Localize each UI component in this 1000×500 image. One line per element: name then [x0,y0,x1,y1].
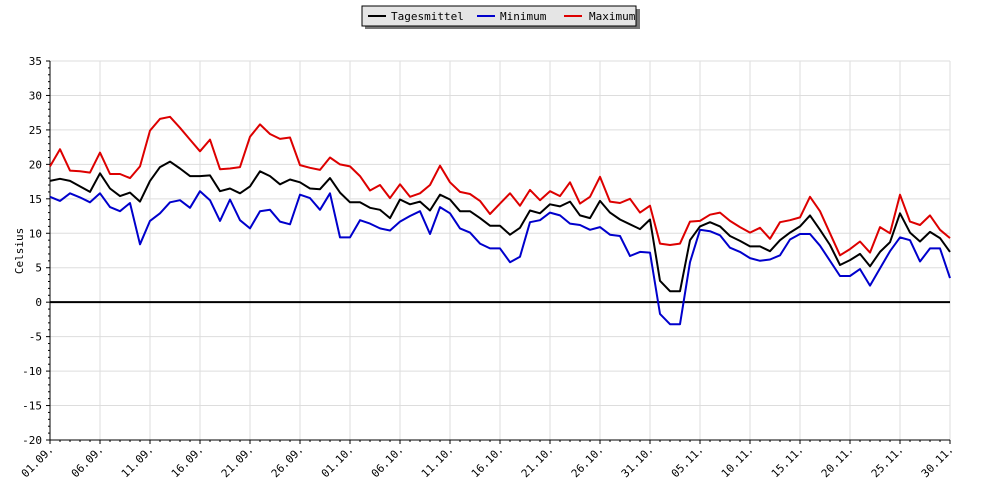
legend-label-maximum: Maximum [589,10,636,23]
x-tick-label: 21.09. [219,443,256,480]
y-axis-label: Celsius [13,228,26,274]
x-tick-label: 11.10. [419,443,456,480]
x-tick-label: 05.11. [669,443,706,480]
x-tick-label: 01.09. [19,443,56,480]
y-tick-label: 15 [29,193,42,206]
legend-label-minimum: Minimum [500,10,547,23]
y-tick-label: -20 [22,434,42,447]
series-line-minimum [49,190,951,326]
x-tick-label: 30.11. [919,443,956,480]
x-tick-label: 20.11. [819,443,856,480]
y-tick-label: 35 [29,55,42,68]
series-line-tagesmittel [49,160,951,293]
gridlines [49,60,951,441]
y-tick-label: 10 [29,227,42,240]
x-tick-label: 25.11. [869,443,906,480]
y-tick-label: 30 [29,89,42,102]
x-tick-label: 06.10. [369,443,406,480]
legend-label-tagesmittel: Tagesmittel [391,10,464,23]
x-axis-ticks: 01.09. 06.09. 11.09. 16.09. 21.09. 26.09. 01.1… [19,440,956,480]
x-tick-label: 26.10. [569,443,606,480]
x-tick-label: 06.09. [69,443,106,480]
x-tick-label: 15.11. [769,443,806,480]
x-tick-label: 16.10. [469,443,506,480]
x-tick-label: 16.09. [169,443,206,480]
y-tick-label: -15 [22,400,42,413]
x-tick-label: 31.10. [619,443,656,480]
y-tick-label: 20 [29,158,42,171]
y-tick-label: -10 [22,365,42,378]
x-tick-label: 01.10. [319,443,356,480]
x-tick-label: 10.11. [719,443,756,480]
x-tick-label: 21.10. [519,443,556,480]
x-tick-label: 26.09. [269,443,306,480]
legend: Tagesmittel Minimum Maximum [361,5,640,29]
series-line-maximum [49,115,951,257]
y-axis-ticks: 35 30 25 20 15 10 5 0 -5 -10 -15 -20 [22,55,50,447]
y-tick-label: 0 [35,296,42,309]
y-tick-label: 5 [35,262,42,275]
y-tick-label: -5 [29,331,42,344]
y-tick-label: 25 [29,124,42,137]
series-lines [49,115,951,326]
x-tick-label: 11.09. [119,443,156,480]
legend-box [361,5,637,27]
